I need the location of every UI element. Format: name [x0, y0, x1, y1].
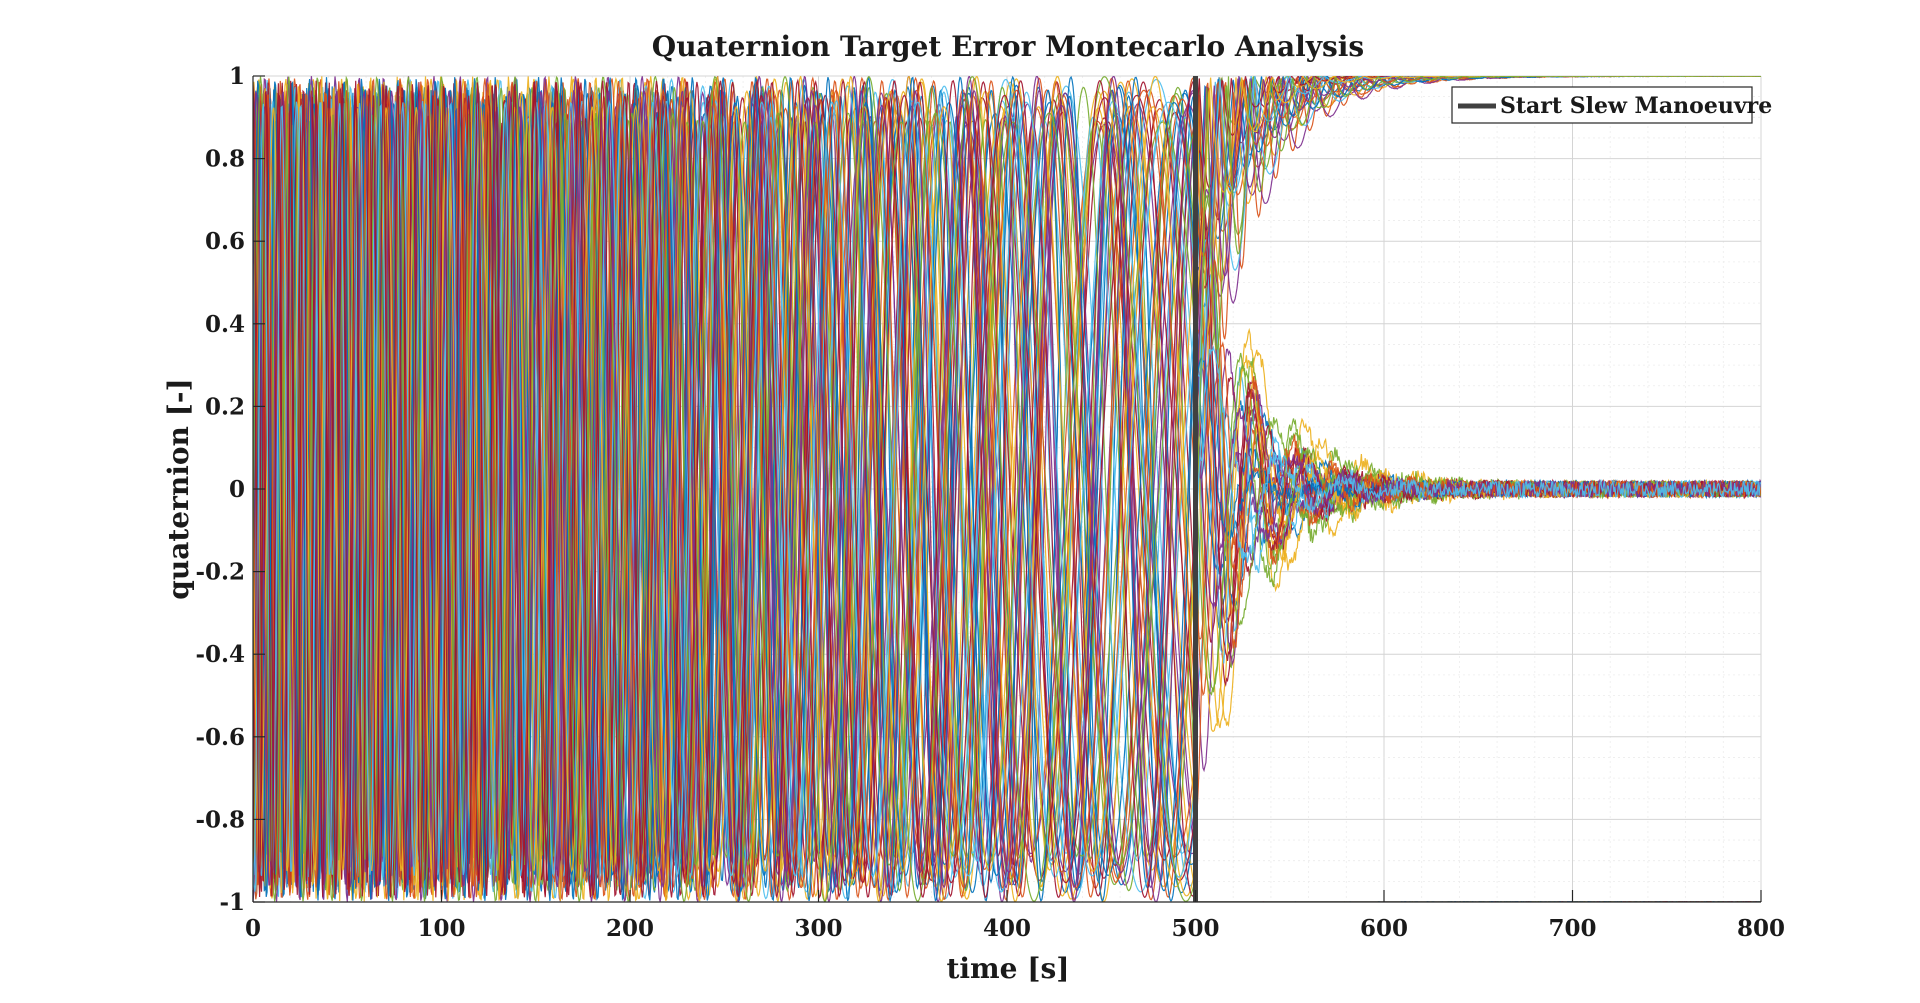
y-axis-label: quaternion [-]: [162, 378, 195, 599]
y-tick-label: 0.6: [205, 228, 245, 255]
data-series-group: [253, 76, 1761, 902]
x-tick-label: 300: [794, 915, 842, 942]
x-tick-label: 600: [1360, 915, 1408, 942]
tick-labels: 0 100 200 300 400 500 600 700 80010.80.60.40.20-…: [195, 63, 1785, 942]
chart-title: Quaternion Target Error Montecarlo Analy…: [652, 30, 1364, 63]
x-tick-label: 400: [983, 915, 1031, 942]
y-tick-label: -0.8: [195, 806, 245, 833]
series-line-run-5-comp-2: [253, 89, 1761, 902]
series-line-run-28-comp-1: [253, 99, 1761, 878]
y-tick-label: 0.4: [205, 311, 245, 338]
series-line-run-28-comp-2: [253, 78, 1761, 902]
x-tick-label: 800: [1737, 915, 1785, 942]
y-tick-label: 1: [229, 63, 245, 90]
axes: [252, 75, 1762, 903]
y-tick-label: 0.8: [205, 146, 245, 173]
y-tick-label: -0.4: [195, 641, 245, 668]
x-tick-label: 700: [1548, 915, 1596, 942]
y-tick-label: 0.2: [205, 393, 245, 420]
x-tick-label: 200: [606, 915, 654, 942]
legend-entry-label: Start Slew Manoeuvre: [1500, 93, 1772, 119]
y-tick-label: -0.6: [195, 724, 245, 751]
series-line-run-27-comp-2: [253, 76, 1761, 902]
x-axis-label: time [s]: [946, 952, 1069, 985]
legend: Start Slew Manoeuvre: [1451, 86, 1772, 124]
y-tick-label: -1: [219, 889, 245, 916]
y-tick-label: 0: [229, 476, 245, 503]
x-tick-label: 500: [1171, 915, 1219, 942]
x-tick-label: 0: [245, 915, 261, 942]
y-tick-label: -0.2: [195, 559, 245, 586]
legend-box: [1451, 86, 1753, 124]
x-tick-label: 100: [417, 915, 465, 942]
